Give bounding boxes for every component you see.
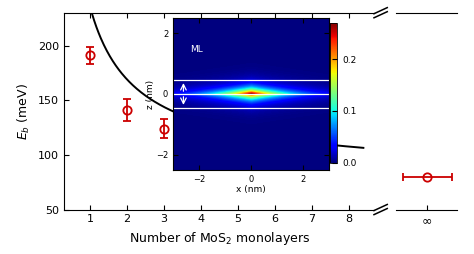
X-axis label: Number of MoS$_2$ monolayers: Number of MoS$_2$ monolayers	[128, 230, 310, 247]
X-axis label: x (nm): x (nm)	[237, 185, 266, 194]
Y-axis label: z (nm): z (nm)	[146, 80, 155, 108]
Text: ML: ML	[190, 45, 203, 54]
Y-axis label: $E_b$ (meV): $E_b$ (meV)	[16, 83, 32, 139]
